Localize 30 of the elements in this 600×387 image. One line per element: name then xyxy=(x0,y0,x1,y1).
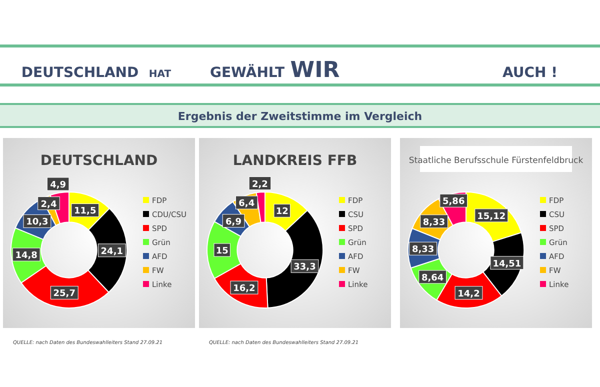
text: AUCH ! xyxy=(502,65,558,81)
data-label: 15 xyxy=(216,246,228,256)
chart-title: DEUTSCHLAND xyxy=(40,153,158,169)
data-label: 24,1 xyxy=(100,246,124,257)
data-label: 16,2 xyxy=(233,284,256,294)
chart-title: LANDKREIS FFB xyxy=(232,153,358,169)
data-label: 6,4 xyxy=(238,199,255,210)
data-label: 14,51 xyxy=(492,259,522,270)
text: DEUTSCHLAND xyxy=(21,65,139,81)
text: Ergebnis der Zweitstimme im Vergleich xyxy=(178,110,422,123)
data-label: 2,4 xyxy=(40,200,57,210)
chart-title: Staatliche Berufsschule Fürstenfeldbruck xyxy=(408,156,584,166)
data-label: 25,7 xyxy=(53,289,76,300)
data-label: 8,33 xyxy=(422,218,446,228)
data-label: 14,2 xyxy=(458,289,480,300)
text: WIR xyxy=(290,58,340,83)
data-label: 6,9 xyxy=(226,217,242,228)
data-label: 10,3 xyxy=(26,218,48,228)
data-label: 8,64 xyxy=(421,273,444,284)
text: GEWÄHLT xyxy=(210,64,286,81)
data-label: 14,8 xyxy=(15,251,38,262)
data-label: 8,33 xyxy=(412,245,434,256)
text: HAT xyxy=(148,69,172,80)
data-label: 4,9 xyxy=(50,180,66,190)
data-label: 5,86 xyxy=(442,197,465,208)
data-label: 15,12 xyxy=(477,212,506,222)
data-label: 33,3 xyxy=(294,262,316,273)
data-label: 2,2 xyxy=(252,180,268,190)
data-label: 12 xyxy=(276,207,288,218)
data-label: 11,5 xyxy=(74,206,96,217)
